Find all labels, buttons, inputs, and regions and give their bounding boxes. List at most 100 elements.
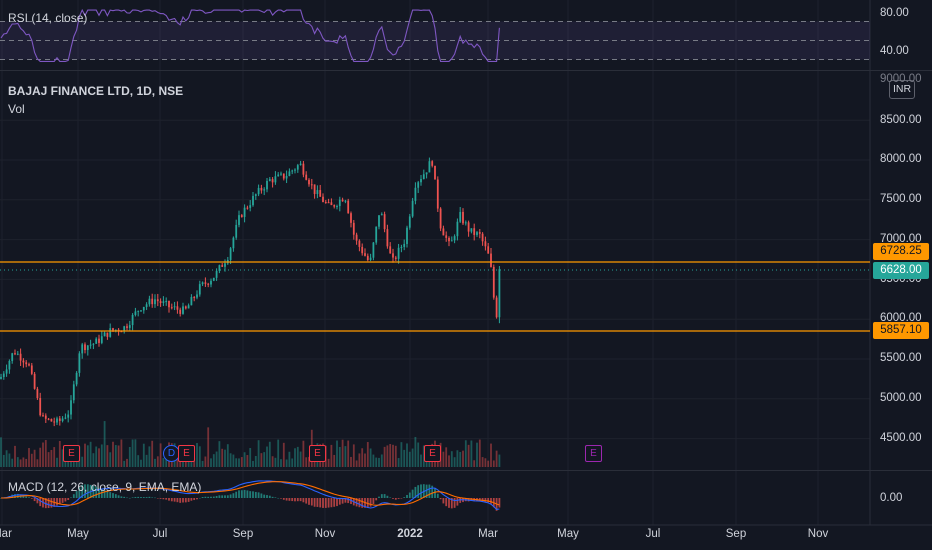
macd-histogram-bar — [162, 498, 165, 500]
volume-bar — [207, 427, 210, 467]
volume-bar — [369, 448, 372, 467]
pane-divider-rsi[interactable] — [0, 70, 932, 71]
volume-bar — [305, 457, 308, 467]
macd-histogram-bar — [123, 496, 126, 498]
macd-histogram-bar — [431, 485, 434, 498]
candle-body — [425, 172, 428, 175]
macd-histogram-bar — [327, 498, 330, 508]
volume-legend[interactable]: Vol — [8, 102, 25, 116]
candle-body — [67, 414, 70, 418]
earnings-event-icon[interactable]: E — [424, 445, 441, 462]
currency-badge[interactable]: INR — [889, 80, 915, 99]
volume-bar — [128, 446, 131, 467]
macd-histogram-bar — [341, 498, 344, 504]
macd-histogram-bar — [383, 494, 386, 498]
volume-bar — [36, 459, 39, 467]
volume-bar — [28, 448, 30, 467]
macd-histogram-bar — [322, 498, 324, 508]
candle-body — [336, 206, 338, 208]
macd-histogram-bar — [56, 498, 58, 506]
macd-legend[interactable]: MACD (12, 26, close, 9, EMA, EMA) — [8, 480, 202, 494]
candle-body — [344, 200, 347, 202]
candle-body — [156, 299, 159, 302]
candle-body — [386, 229, 389, 247]
volume-bar — [442, 451, 445, 467]
volume-bar — [260, 453, 263, 467]
symbol-header[interactable]: BAJAJ FINANCE LTD, 1D, NSE — [8, 84, 184, 98]
candle-body — [212, 277, 215, 281]
time-axis-tick: May — [557, 528, 579, 540]
candle-body — [56, 418, 58, 423]
volume-bar — [109, 452, 112, 467]
candle-body — [291, 170, 294, 172]
candle-body — [434, 165, 436, 180]
volume-bar — [420, 454, 422, 467]
candle-body — [411, 200, 414, 217]
macd-histogram-bar — [316, 498, 319, 507]
macd-histogram-bar — [459, 498, 462, 503]
volume-bar — [453, 457, 456, 467]
macd-histogram-bar — [350, 498, 352, 504]
volume-bar — [350, 456, 352, 467]
macd-histogram-bar — [176, 498, 179, 503]
candle-body — [263, 189, 266, 191]
macd-histogram-bar — [61, 498, 64, 503]
volume-bar — [44, 440, 47, 467]
macd-histogram-bar — [179, 498, 182, 503]
volume-bar — [112, 441, 114, 467]
macd-histogram-bar — [417, 485, 420, 498]
volume-bar — [123, 460, 126, 467]
candle-body — [478, 232, 481, 234]
candle-body — [75, 372, 78, 385]
level-badge-lower[interactable]: 5857.10 — [873, 322, 929, 339]
upcoming-earnings-event-icon[interactable]: E — [585, 445, 602, 462]
candle-body — [170, 307, 173, 309]
candle-body — [296, 165, 299, 170]
volume-bar — [19, 459, 22, 467]
pane-divider-macd[interactable] — [0, 470, 932, 471]
macd-histogram-bar — [308, 498, 310, 505]
earnings-event-icon[interactable]: E — [309, 445, 326, 462]
volume-bar — [470, 440, 473, 467]
price-axis-tick: 6000.00 — [880, 312, 922, 324]
volume-bar — [484, 458, 487, 467]
candle-body — [364, 253, 366, 256]
macd-histogram-bar — [229, 494, 232, 498]
macd-signal-line — [1, 481, 500, 506]
macd-histogram-bar — [117, 495, 120, 498]
earnings-event-icon[interactable]: E — [63, 445, 80, 462]
candle-body — [134, 311, 137, 315]
volume-bar — [257, 440, 260, 467]
rsi-legend[interactable]: RSI (14, close) — [8, 11, 88, 25]
volume-bar — [347, 440, 350, 467]
candle-body — [64, 417, 67, 419]
macd-histogram-bar — [296, 498, 299, 502]
macd-histogram-bar — [193, 498, 196, 501]
candle-body — [288, 171, 291, 176]
level-badge-upper[interactable]: 6728.25 — [873, 243, 929, 260]
candle-body — [61, 418, 64, 421]
last-price-badge[interactable]: 6628.00 — [873, 262, 929, 279]
volume-bar — [198, 446, 201, 467]
volume-bar — [95, 446, 98, 467]
candle-body — [392, 253, 394, 258]
candle-body — [400, 246, 403, 248]
macd-histogram-bar — [420, 484, 422, 498]
earnings-event-icon[interactable]: E — [178, 445, 195, 462]
macd-histogram-bar — [215, 495, 218, 498]
volume-bar — [361, 448, 364, 467]
candle-body — [498, 269, 501, 318]
volume-bar — [30, 453, 33, 467]
candle-body — [476, 232, 478, 235]
candle-body — [8, 360, 11, 370]
candle-body — [145, 304, 148, 307]
macd-histogram-bar — [47, 498, 50, 509]
candle-body — [224, 263, 226, 267]
candle-body — [383, 214, 386, 230]
volume-bar — [386, 445, 389, 467]
volume-bar — [81, 456, 84, 467]
macd-histogram-bar — [392, 498, 394, 499]
volume-bar — [221, 448, 224, 467]
volume-bar — [400, 442, 403, 467]
